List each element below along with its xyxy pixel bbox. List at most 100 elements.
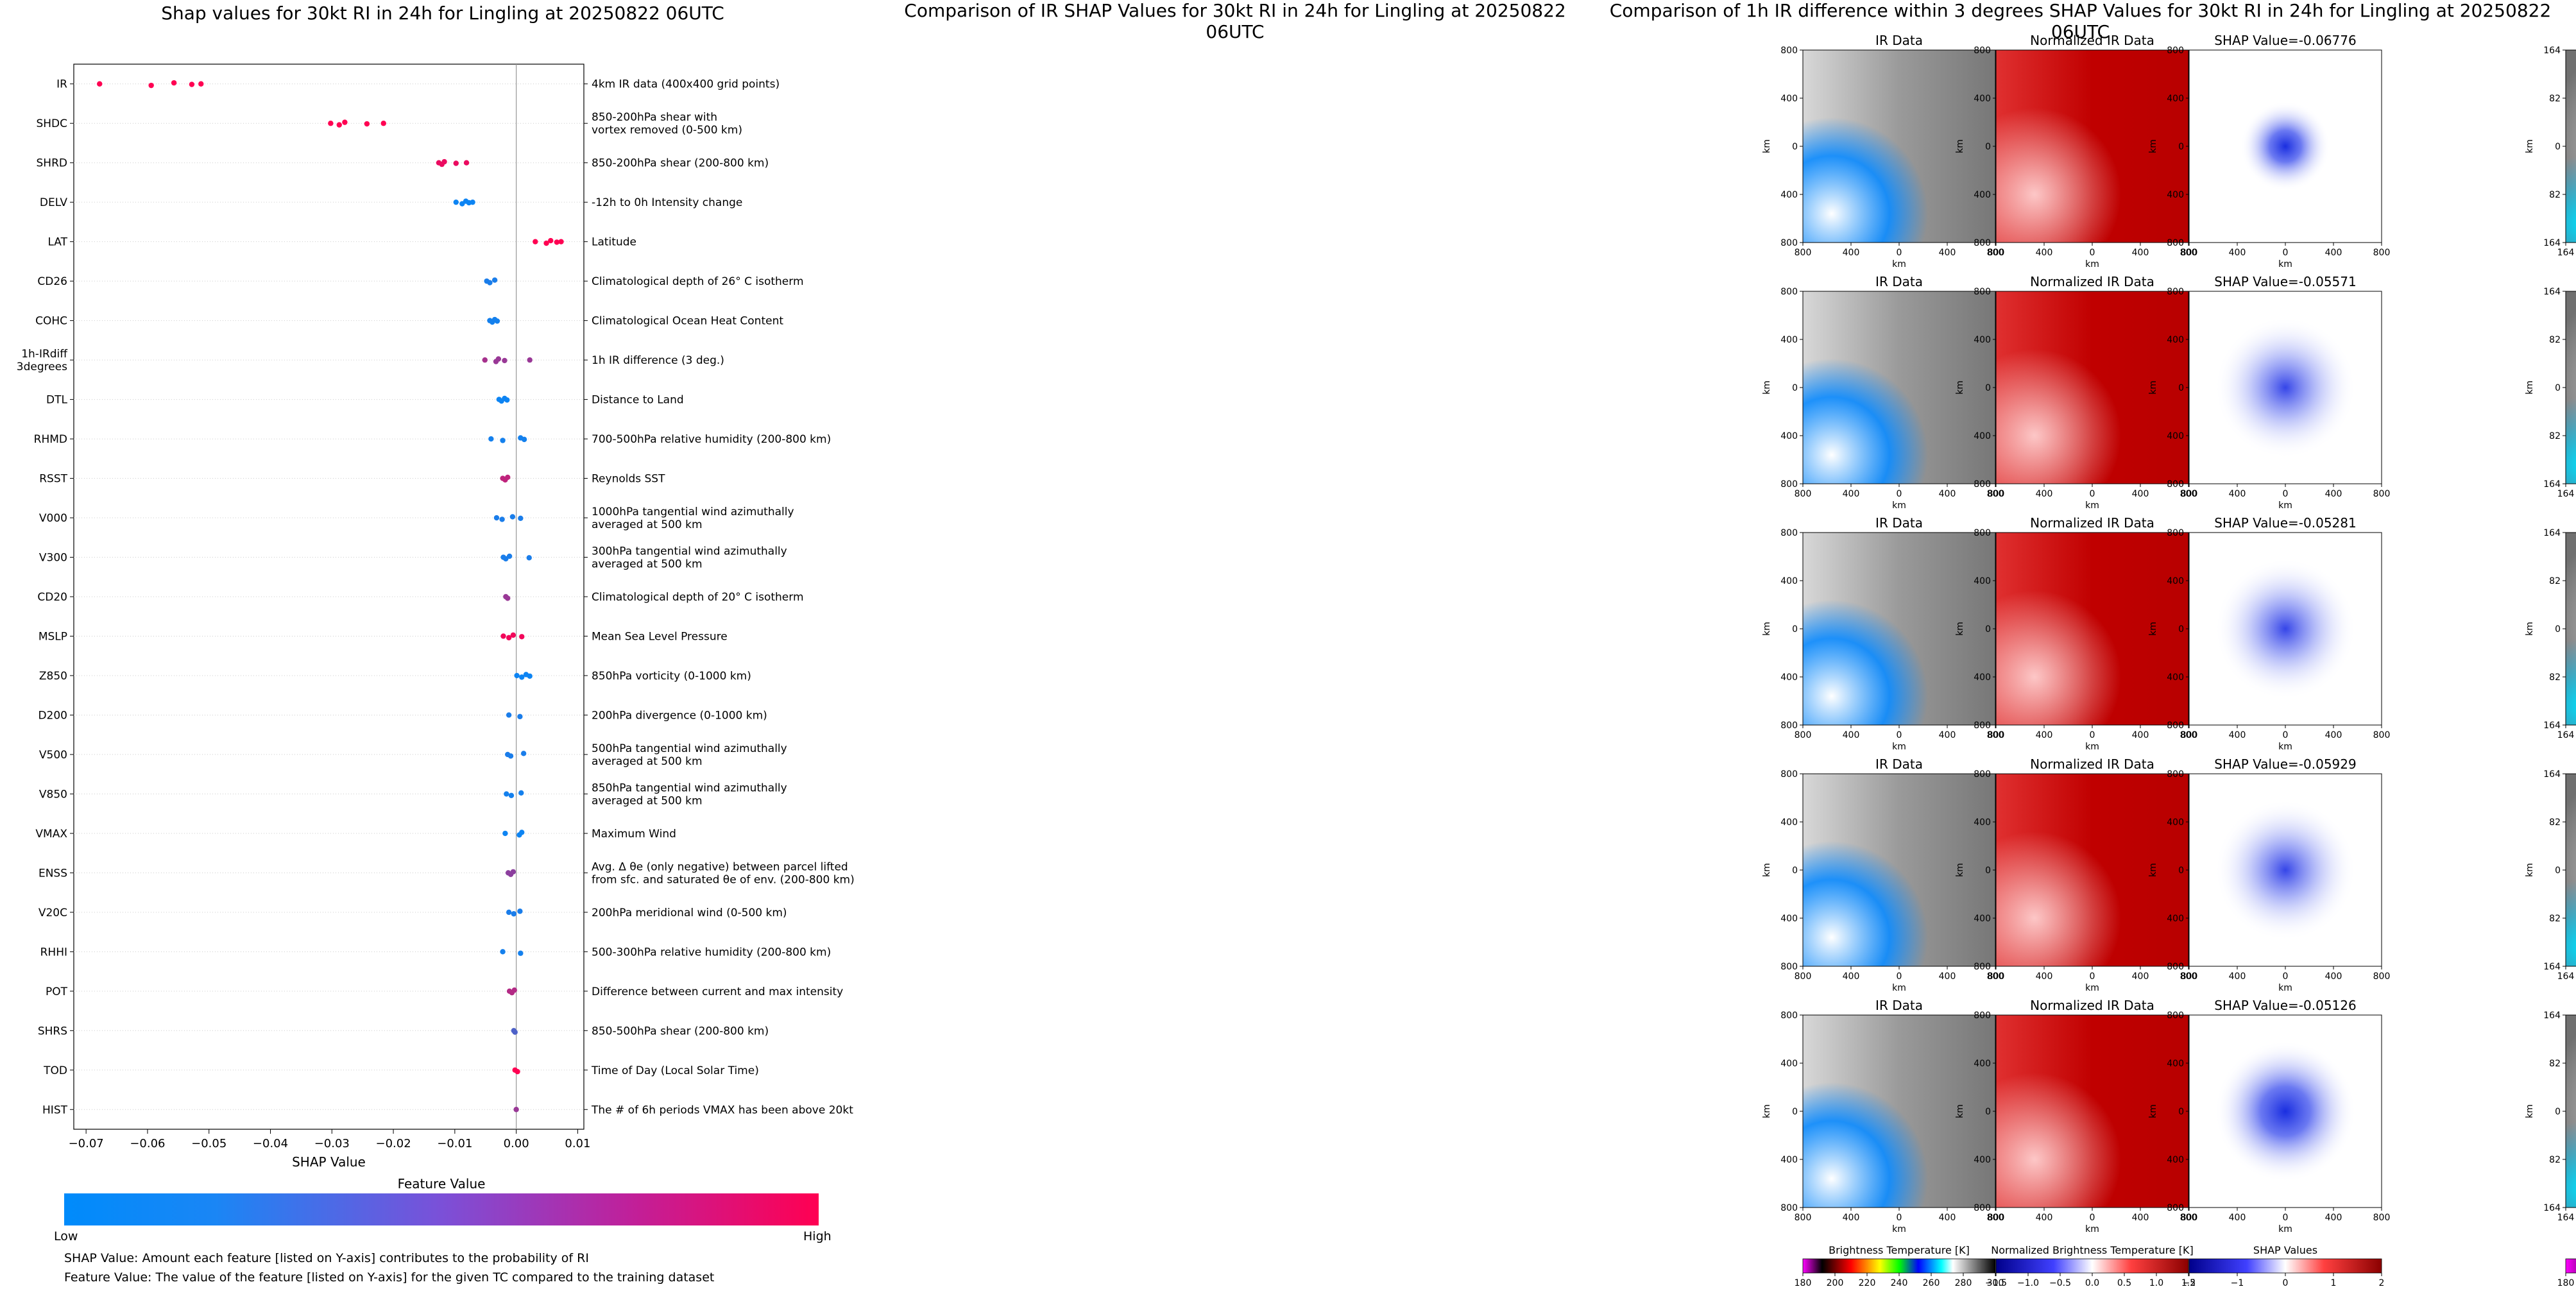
colorbar-tick-label: −1 xyxy=(2231,1278,2244,1288)
y-tick-label: 800 xyxy=(1780,1011,1798,1021)
feature-label: IR xyxy=(56,78,67,91)
feature-description-line: Climatological Ocean Heat Content xyxy=(592,315,783,328)
feature-label-line: V20C xyxy=(38,907,67,919)
y-tick-label: 800 xyxy=(2167,479,2184,490)
image-comparison-grids: IR Data 800 800 400 400 0 0 400 400 800 800 km km Nor… xyxy=(1762,33,2576,1288)
feature-label: ENSS xyxy=(38,867,67,880)
feature-label-line: POT xyxy=(46,986,68,998)
panel-title: IR Data xyxy=(1875,998,1923,1013)
y-axis-label: km xyxy=(1955,1104,1965,1118)
ir-shap-blob xyxy=(2215,317,2356,458)
feature-label-line: DTL xyxy=(46,394,67,407)
feature-label-line: CD20 xyxy=(37,591,67,604)
panel-title: IR Data xyxy=(1875,756,1923,772)
feature-label: SHDC xyxy=(36,117,67,130)
ir-shap-blob xyxy=(2215,558,2356,699)
feature-label-line: CD26 xyxy=(37,275,67,288)
y-tick-label: 164 xyxy=(2543,287,2561,297)
colorbar-tick-label: 240 xyxy=(1891,1278,1908,1288)
feature-description-line: 500hPa tangential wind azimuthally xyxy=(592,742,787,755)
x-tick-label: 800 xyxy=(1987,971,2004,982)
shap-point xyxy=(342,119,348,125)
shap-point xyxy=(504,791,509,797)
x-tick-label: 400 xyxy=(1939,248,1956,258)
shap-point xyxy=(189,81,195,87)
x-axis-label: km xyxy=(2278,742,2292,752)
ir-diff-bt-colorbar xyxy=(2565,1258,2576,1274)
ir-diff-cold-overlay xyxy=(2566,50,2576,243)
colorbar-tick-label: −2 xyxy=(2183,1278,2196,1288)
middle-title: Comparison of IR SHAP Values for 30kt RI… xyxy=(904,0,1566,42)
y-tick-label: 0 xyxy=(2178,866,2184,876)
y-tick-label: 0 xyxy=(1985,142,1991,152)
feature-label: 1h-IRdiff 3degrees xyxy=(17,348,69,373)
y-tick-label: 800 xyxy=(2167,238,2184,248)
x-tick-label: 400 xyxy=(2229,730,2246,740)
panel-title: SHAP Value=-0.05281 xyxy=(2214,515,2356,531)
colorbar-tick-label: 280 xyxy=(1955,1278,1972,1288)
ir-cold-cloud-overlay xyxy=(1803,291,1995,484)
x-tick-label: 800 xyxy=(1795,971,1812,982)
y-tick-label: 800 xyxy=(2167,1011,2184,1021)
x-tick-label: 800 xyxy=(1988,489,2005,499)
y-axis-label: km xyxy=(2525,139,2535,153)
colorbar-tick-label: 180 xyxy=(1795,1278,1812,1288)
shap-point xyxy=(148,82,154,89)
panel-title: Normalized IR Data xyxy=(2030,756,2154,772)
x-tick-label: −0.06 xyxy=(130,1137,165,1150)
y-tick-label: 0 xyxy=(1792,1107,1798,1117)
colorbar-tick-label: 200 xyxy=(1827,1278,1844,1288)
x-tick-label: 800 xyxy=(1795,489,1812,499)
y-axis-label: km xyxy=(2148,863,2158,877)
x-axis-label: km xyxy=(1892,742,1906,752)
y-axis-label: km xyxy=(2148,1104,2158,1118)
shap-point xyxy=(520,751,527,756)
shap-point xyxy=(511,911,517,917)
y-tick-label: 400 xyxy=(2167,672,2184,683)
shap-point xyxy=(510,632,516,638)
y-tick-label: 0 xyxy=(2555,866,2561,876)
x-tick-label: 800 xyxy=(2181,730,2198,740)
y-axis-label: km xyxy=(1762,622,1772,636)
ir-diff-cold-overlay xyxy=(2566,291,2576,484)
shap-point xyxy=(494,318,500,324)
feature-label: VMAX xyxy=(35,828,67,841)
x-tick-label: 400 xyxy=(2036,730,2053,740)
x-axis-label: km xyxy=(2278,983,2292,993)
x-tick-label: 400 xyxy=(1843,971,1860,982)
x-tick-label: 400 xyxy=(2132,248,2149,258)
shap-point xyxy=(509,514,516,520)
colorbar-high-label: High xyxy=(803,1229,832,1243)
colorbar-tick-label: 0 xyxy=(2283,1278,2289,1288)
shap-point xyxy=(470,199,475,205)
feature-description-line: averaged at 500 km xyxy=(592,794,703,807)
y-tick-label: 400 xyxy=(1974,672,1991,683)
feature-description: Mean Sea Level Pressure xyxy=(592,630,728,643)
y-tick-label: 82 xyxy=(2549,672,2561,683)
y-axis-label: km xyxy=(2525,1104,2535,1118)
y-tick-label: 0 xyxy=(1985,383,1991,393)
x-tick-label: 800 xyxy=(2180,971,2197,982)
shap-point xyxy=(506,712,512,718)
panel-title: SHAP Value=-0.05929 xyxy=(2214,756,2356,772)
x-tick-label: 800 xyxy=(2180,730,2197,740)
x-tick-label: 0 xyxy=(1897,248,1902,258)
feature-label-line: SHRD xyxy=(37,157,67,170)
x-tick-label: 400 xyxy=(1939,1213,1956,1223)
x-tick-label: 800 xyxy=(1988,1213,2005,1223)
x-tick-label: 164 xyxy=(2557,1213,2575,1223)
colorbar-tick-label: 220 xyxy=(1859,1278,1876,1288)
y-axis-label: km xyxy=(1762,863,1772,877)
y-tick-label: 400 xyxy=(2167,817,2184,828)
shap-point xyxy=(504,397,510,403)
y-tick-label: 400 xyxy=(2167,914,2184,924)
y-tick-label: 800 xyxy=(1780,287,1798,297)
feature-description-line: Climatological depth of 26° C isotherm xyxy=(592,275,804,288)
y-tick-label: 400 xyxy=(1974,190,1991,200)
x-tick-label: 400 xyxy=(2036,1213,2053,1223)
feature-label-line: MSLP xyxy=(38,630,67,643)
y-tick-label: 0 xyxy=(1792,383,1798,393)
feature-description-line: averaged at 500 km xyxy=(592,755,703,768)
x-tick-label: 0 xyxy=(2090,1213,2095,1223)
y-tick-label: 400 xyxy=(1780,576,1798,586)
